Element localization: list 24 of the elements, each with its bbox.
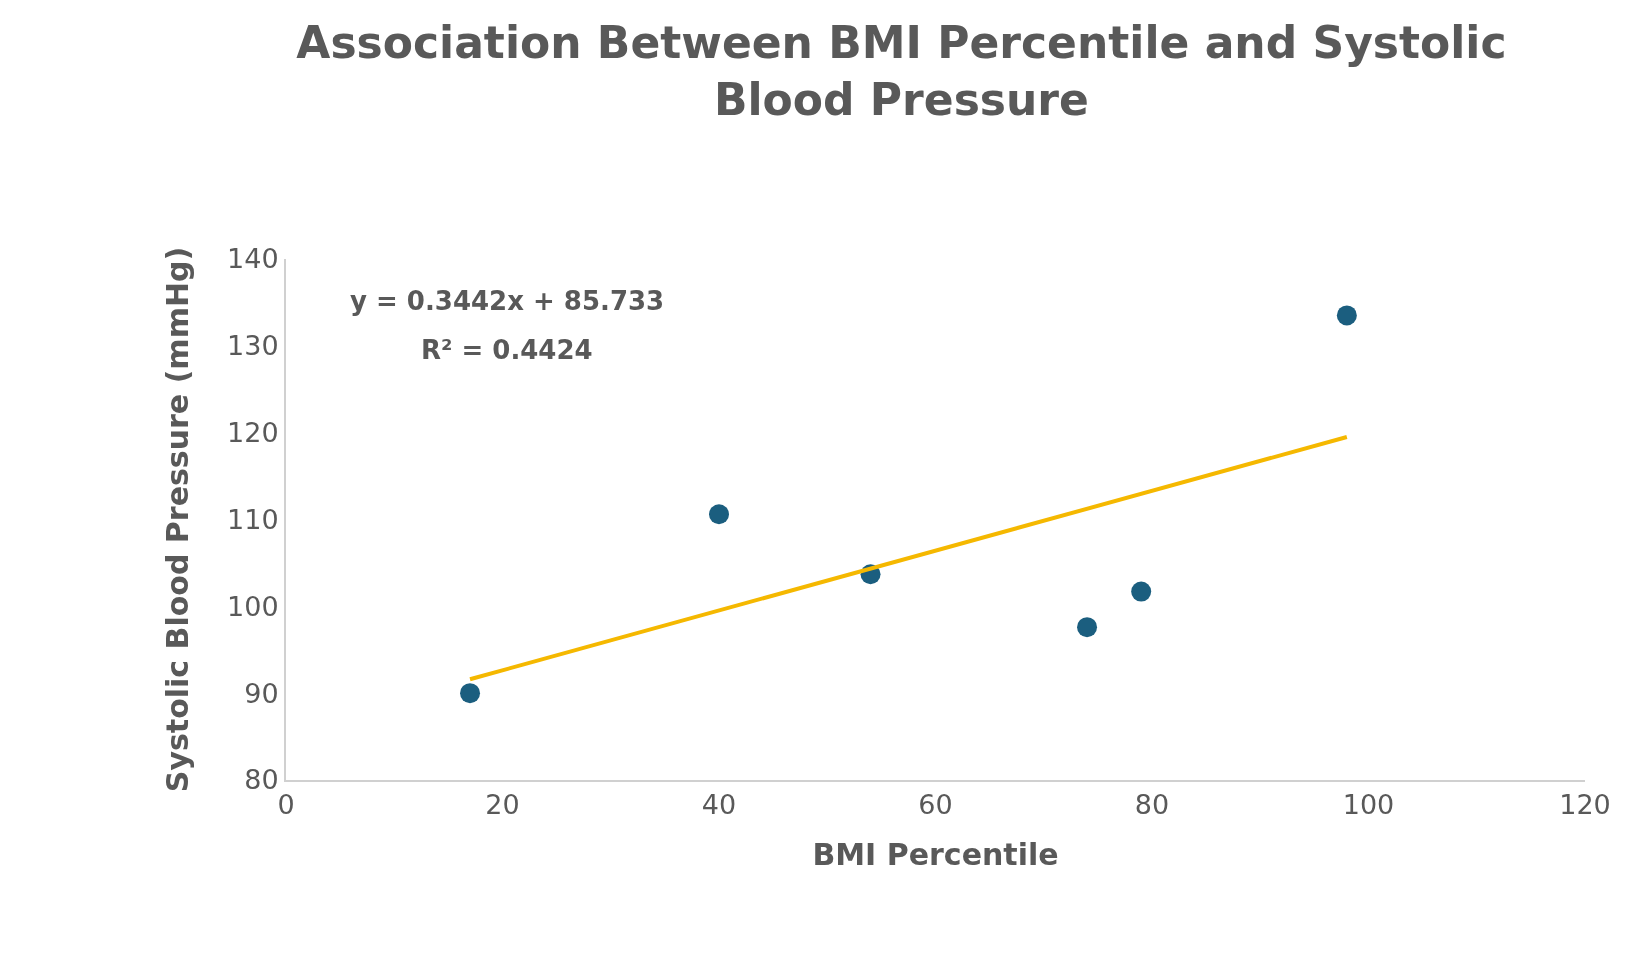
point bbox=[1077, 617, 1098, 638]
y-axis-title: Systolic Blood Pressure (mmHg) bbox=[159, 246, 195, 793]
y-tick-label: 140 bbox=[227, 243, 279, 275]
x-tick-label: 120 bbox=[1559, 789, 1611, 821]
y-tick-label: 90 bbox=[244, 677, 279, 709]
point bbox=[1131, 581, 1152, 602]
x-tick-label: 80 bbox=[1134, 789, 1170, 821]
x-tick-label: 20 bbox=[485, 789, 520, 821]
x-tick-label: 0 bbox=[277, 789, 295, 821]
y-tick-label: 120 bbox=[227, 417, 279, 449]
point bbox=[709, 504, 729, 525]
x-axis-title: BMI Percentile bbox=[812, 837, 1059, 873]
annotation: R² = 0.4424 bbox=[421, 335, 593, 365]
chart-title: Association Between BMI Percentile and Systolic Blood Pressure bbox=[296, 16, 1507, 125]
point bbox=[460, 683, 481, 704]
x-tick-label: 100 bbox=[1342, 789, 1395, 821]
y-tick-label: 100 bbox=[227, 590, 279, 622]
x-tick-label: 40 bbox=[701, 789, 737, 821]
y-tick-label: 80 bbox=[244, 764, 279, 796]
point bbox=[1336, 305, 1357, 326]
annotation: y = 0.3442x + 85.733 bbox=[350, 286, 665, 316]
y-tick-label: 130 bbox=[227, 330, 279, 362]
y-tick-label: 110 bbox=[227, 503, 279, 535]
x-tick-label: 60 bbox=[918, 789, 953, 821]
